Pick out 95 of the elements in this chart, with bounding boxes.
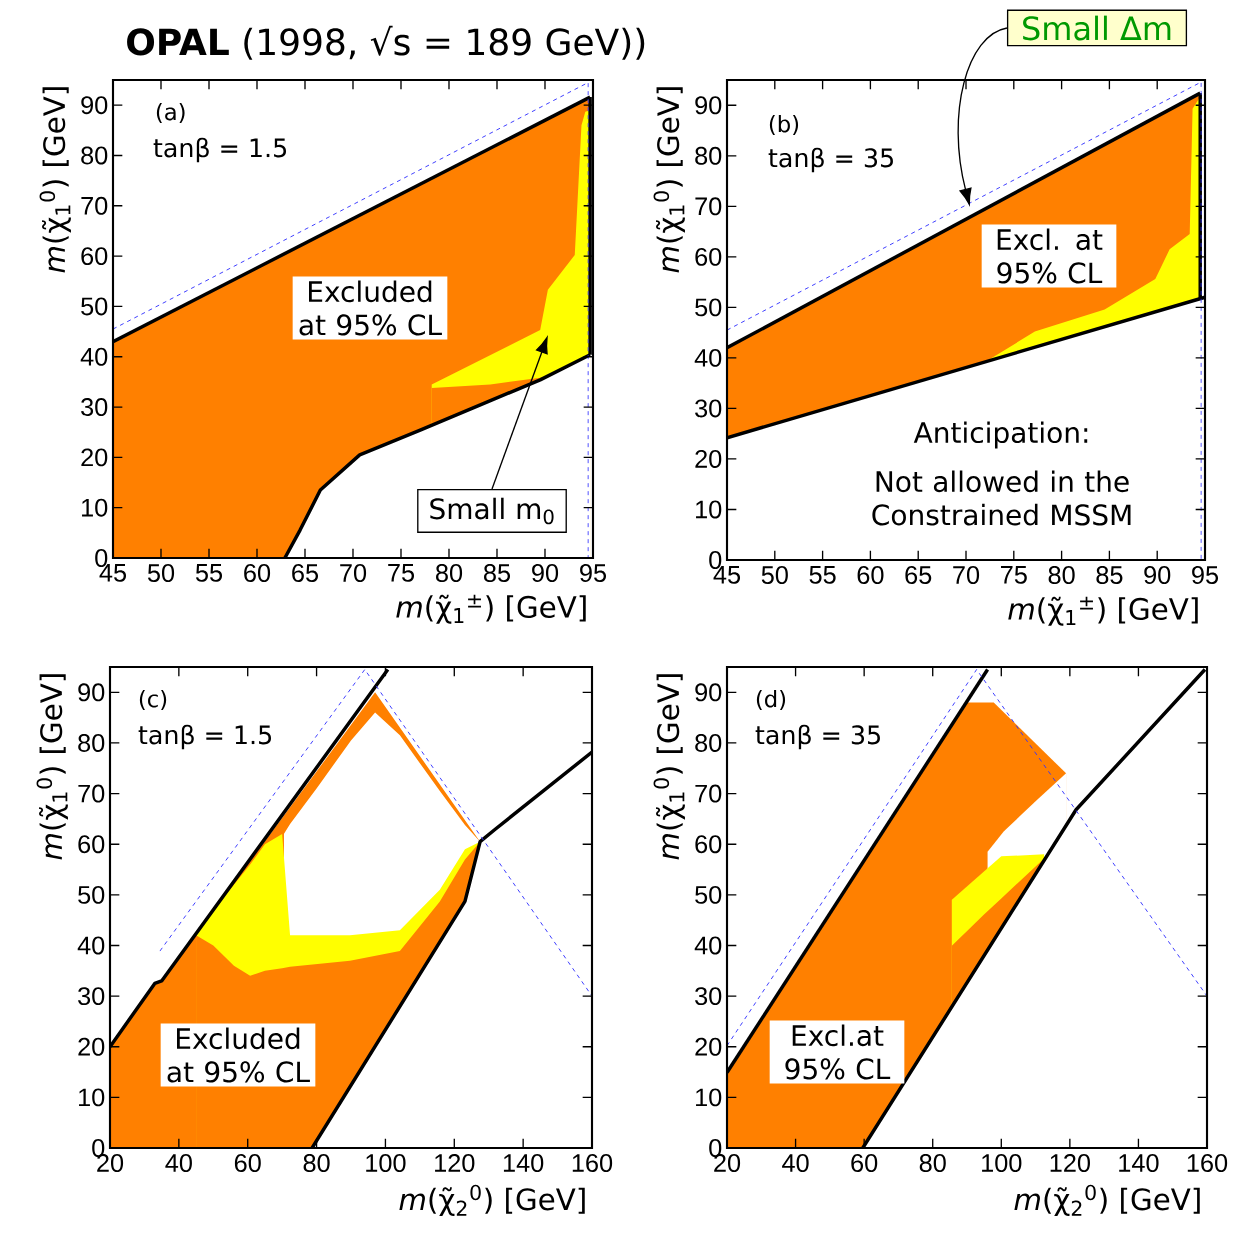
y-tick-label: 50 xyxy=(81,297,108,316)
y-tick-label: 70 xyxy=(695,784,722,803)
x-tick-label: 140 xyxy=(503,1154,544,1172)
x-tick-label: 60 xyxy=(234,1154,261,1172)
annotation: (c) xyxy=(139,689,167,711)
annotation: Anticipation: xyxy=(913,421,1088,449)
annotation: Small m$_{0}$ xyxy=(430,497,554,525)
x-axis-title: m(χ̃$_{2}$$^{0}$) [GeV] xyxy=(1014,1184,1200,1217)
x-axis-title: m(χ̃$_{2}$$^{0}$) [GeV] xyxy=(399,1184,585,1217)
y-axis-title: m(χ̃$_{1}$$^{0}$) [GeV] xyxy=(36,674,68,860)
y-tick-label: 90 xyxy=(78,683,105,702)
y-tick-label: 10 xyxy=(82,498,108,517)
x-tick-label: 55 xyxy=(195,564,223,582)
x-tick-label: 40 xyxy=(782,1154,809,1172)
x-tick-label: 80 xyxy=(303,1154,330,1172)
annotation: tanβ = 35 xyxy=(755,724,880,750)
y-axis-title: m(χ̃$_{1}$$^{0}$) [GeV] xyxy=(653,674,685,860)
annotation: (d) xyxy=(756,689,786,711)
y-tick-label: 30 xyxy=(695,987,722,1006)
x-tick-label: 160 xyxy=(572,1154,613,1172)
y-tick-label: 10 xyxy=(696,1088,722,1107)
x-tick-label: 75 xyxy=(388,564,415,582)
y-tick-label: 60 xyxy=(78,835,105,854)
annotation: Excluded at 95% CL xyxy=(299,280,442,336)
x-tick-label: 120 xyxy=(435,1154,475,1172)
x-tick-label: 65 xyxy=(292,564,319,582)
x-axis-title: m(χ̃$_{1}$$^{±}$) [GeV] xyxy=(1008,596,1198,626)
annotation: tanβ = 1.5 xyxy=(153,137,287,163)
x-tick-label: 100 xyxy=(366,1154,406,1172)
y-axis-title: m(χ̃$_{1}$$^{0}$) [GeV] xyxy=(39,87,71,273)
x-tick-label: 95 xyxy=(580,564,607,582)
y-tick-label: 20 xyxy=(81,448,108,467)
annotation: Excl.at 95% CL xyxy=(785,1024,891,1080)
y-tick-label: 60 xyxy=(695,835,722,854)
y-tick-label: 40 xyxy=(77,936,105,955)
x-tick-label: 80 xyxy=(1048,566,1075,584)
y-tick-label: 20 xyxy=(695,1037,722,1056)
y-tick-label: 90 xyxy=(81,96,108,115)
x-tick-label: 160 xyxy=(1187,1154,1228,1172)
y-tick-label: 70 xyxy=(78,784,105,803)
y-tick-label: 90 xyxy=(695,683,722,702)
x-axis-title: m(χ̃$_{1}$$^{±}$) [GeV] xyxy=(396,594,586,624)
x-tick-label: 80 xyxy=(919,1154,946,1172)
x-tick-label: 90 xyxy=(532,564,559,582)
x-tick-label: 85 xyxy=(484,564,511,582)
annotation: (b) xyxy=(769,114,799,136)
x-tick-label: 65 xyxy=(905,566,932,584)
annotation: Excluded at 95% CL xyxy=(167,1027,310,1083)
y-tick-label: 40 xyxy=(694,348,722,367)
y-tick-label: 30 xyxy=(81,398,108,417)
y-tick-label: 80 xyxy=(78,733,105,752)
x-tick-label: 40 xyxy=(165,1154,192,1172)
annotation: Not allowed in the Constrained MSSM xyxy=(872,470,1131,526)
x-tick-label: 120 xyxy=(1050,1154,1090,1172)
x-tick-label: 50 xyxy=(147,564,175,582)
y-tick-label: 80 xyxy=(81,146,108,165)
x-tick-label: 90 xyxy=(1144,566,1171,584)
x-tick-label: 100 xyxy=(982,1154,1022,1172)
x-tick-label: 60 xyxy=(857,566,884,584)
y-tick-label: 50 xyxy=(78,885,105,904)
y-tick-label: 60 xyxy=(81,247,108,266)
x-tick-label: 95 xyxy=(1192,566,1219,584)
x-tick-label: 140 xyxy=(1119,1154,1159,1172)
text: Small Δm xyxy=(1023,15,1171,41)
y-tick-label: 80 xyxy=(695,733,722,752)
y-tick-label: 40 xyxy=(80,347,108,366)
annotation: Excl. at 95% CL xyxy=(997,228,1103,284)
annotation: tanβ = 1.5 xyxy=(138,724,272,750)
y-tick-label: 70 xyxy=(695,197,722,216)
y-tick-label: 40 xyxy=(694,936,722,955)
y-tick-label: 10 xyxy=(79,1088,105,1107)
x-tick-label: 85 xyxy=(1096,566,1123,584)
x-tick-label: 50 xyxy=(761,566,788,584)
y-axis-title: m(χ̃$_{1}$$^{0}$) [GeV] xyxy=(653,87,685,273)
y-tick-label: 70 xyxy=(81,196,108,215)
x-tick-label: 70 xyxy=(340,564,367,582)
chart-title: OPAL (1998, √s = 189 GeV)) xyxy=(127,25,645,60)
x-tick-label: 60 xyxy=(244,564,271,582)
y-tick-label: 60 xyxy=(695,247,722,266)
annotation: tanβ = 35 xyxy=(768,147,893,173)
y-tick-label: 50 xyxy=(695,298,722,317)
annotation: (a) xyxy=(156,102,185,124)
y-tick-label: 20 xyxy=(695,449,722,468)
x-tick-label: 80 xyxy=(436,564,463,582)
y-tick-label: 90 xyxy=(695,96,722,115)
y-tick-label: 20 xyxy=(78,1037,105,1056)
x-tick-label: 55 xyxy=(809,566,836,584)
x-tick-label: 70 xyxy=(953,566,980,584)
y-tick-label: 50 xyxy=(695,885,722,904)
y-tick-label: 30 xyxy=(78,987,105,1006)
y-tick-label: 30 xyxy=(695,399,722,418)
y-tick-label: 10 xyxy=(696,500,722,519)
y-tick-label: 80 xyxy=(695,146,722,165)
x-tick-label: 60 xyxy=(851,1154,878,1172)
x-tick-label: 75 xyxy=(1001,566,1027,584)
